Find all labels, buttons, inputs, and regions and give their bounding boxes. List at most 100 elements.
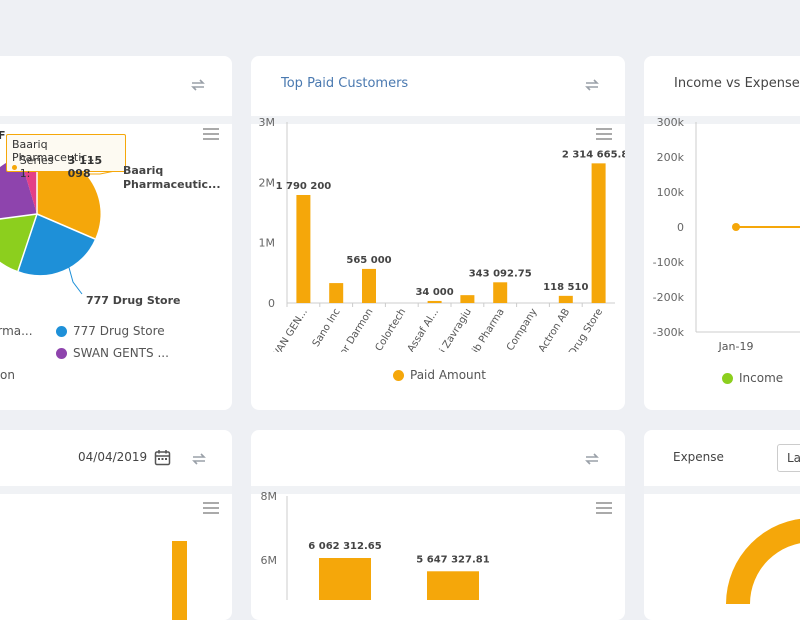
card-divider [251,116,625,124]
y-tick-label: 100k [657,186,685,199]
bar [591,163,606,303]
bar [319,558,371,600]
data-point [732,223,740,231]
y-tick-label: -100k [653,256,685,269]
tooltip-value: 3 115 098 [67,154,103,180]
legend-dot-purple [56,347,67,359]
y-tick-label: 2M [259,176,276,189]
bar [296,194,311,303]
expense-label: Expense [673,450,724,464]
pie-legend-item-0[interactable]: arma... [0,324,33,338]
y-tick-label: 3M [259,116,276,129]
top-paid-card: Top Paid Customers 3M 2M 1M 0 1 790 200 SWAN … [251,56,625,410]
legend-label: SWAN GENTS ... [73,346,169,360]
top-paid-chart: 3M 2M 1M 0 1 790 200 SWAN GEN... Sano Inc 565 0… [259,116,626,352]
pie-chart [0,153,116,295]
refresh-icon[interactable] [189,76,207,94]
card-title: Top Paid Customers [281,76,409,91]
legend-label: 777 Drug Store [73,324,165,338]
pie-card: F Baariq Pharmaceutic... Series 1: 3 115… [0,56,232,410]
pie-legend-item-1[interactable]: 777 Drug Store [56,324,165,338]
data-label: 34 000 [415,287,453,298]
bar [558,295,573,303]
bottom-left-card: 04/04/2019 [0,430,232,620]
pie-legend-item-2[interactable]: SWAN GENTS ... [56,346,169,360]
pie-label-cut: F [0,129,6,142]
connector-baariq [85,170,116,175]
bar [460,295,475,303]
y-tick-label: 0 [677,221,684,234]
bar [427,571,479,600]
legend-label: Income [739,371,784,385]
refresh-icon[interactable] [583,450,601,468]
card-divider [644,486,800,494]
refresh-icon[interactable] [190,450,208,468]
pie-label-777: 777 Drug Store [86,294,181,307]
legend-paid-amount[interactable]: Paid Amount [393,368,486,382]
date-field[interactable]: 04/04/2019 [78,450,148,464]
legend-dot [722,372,733,384]
tooltip-series-label: Series 1: [19,154,54,180]
y-tick-label: 6M [261,554,278,567]
pie-slice-swan [0,157,37,219]
legend-label: arma... [0,324,33,338]
expense-select-value: La [787,451,800,465]
tooltip-series-dot [12,164,17,170]
expense-donut [726,518,800,604]
bar [362,268,376,303]
data-label: 2 314 665.86 [562,149,625,160]
bottom-mid-card: 8M 6M 6 062 312.65 5 647 327.81 [251,430,625,620]
data-label: 6 062 312.65 [308,541,381,552]
pie-slice-baariq [37,153,101,239]
x-tick-label: Colortech [374,307,409,352]
card-divider [644,116,800,124]
legend-dot [393,369,404,381]
income-expenses-card: Income vs Expenses Y... 300k 200k 100k 0 -10… [644,56,800,410]
bar [329,283,344,303]
pie-legend-item-3[interactable]: on [0,368,15,382]
bar [427,300,442,303]
data-label: 5 647 327.81 [416,554,489,565]
y-tick-label: -300k [653,326,685,339]
y-tick-label: 0 [268,297,275,310]
expense-select[interactable]: La [777,444,800,472]
tooltip-row: Series 1: 3 115 098 [12,154,125,180]
legend-label: on [0,368,15,382]
menu-icon[interactable] [203,128,219,140]
income-chart: 300k200k100k0-100k-200k-300kJan-19F... [653,116,800,353]
connector-777 [67,263,83,295]
x-tick-label: Actron AB [537,307,573,352]
card-title: Income vs Expenses Y... [674,76,800,91]
pie-slice-777 [18,214,95,276]
refresh-icon[interactable] [583,76,601,94]
data-label: 565 000 [346,255,391,266]
data-label: 1 790 200 [276,181,332,192]
bar [172,541,187,620]
data-label: 343 092.75 [469,268,532,279]
x-tick-label: SWAN GEN... [267,307,310,352]
menu-icon[interactable] [596,128,612,140]
pie-tooltip: Baariq Pharmaceutic... Series 1: 3 115 0… [6,134,126,180]
pie-card-divider [0,116,232,124]
pie-label-baariq-2: Pharmaceutic... [123,178,221,191]
legend-dot-blue [56,325,67,337]
menu-icon[interactable] [596,502,612,514]
calendar-icon[interactable] [154,449,171,466]
donut-ring [726,518,800,604]
expense-card: Expense La [644,430,800,620]
data-label: 118 510 [543,282,588,293]
legend-income[interactable]: Income [722,371,783,385]
bar [493,282,508,303]
tooltip-title: Baariq Pharmaceutic... [12,138,98,164]
y-tick-label: 200k [657,151,685,164]
x-tick-label: Sano Inc [311,307,343,349]
pie-label-baariq-1: Baariq [123,164,164,177]
bottom-mid-chart: 8M 6M 6 062 312.65 5 647 327.81 [261,490,490,600]
y-tick-label: 300k [657,116,685,129]
y-tick-label: -200k [653,291,685,304]
x-tick-label: Jan-19 [718,340,754,353]
menu-icon[interactable] [203,502,219,514]
card-divider [251,486,625,494]
pie-slice-green [0,214,37,271]
y-tick-label: 1M [259,237,276,250]
